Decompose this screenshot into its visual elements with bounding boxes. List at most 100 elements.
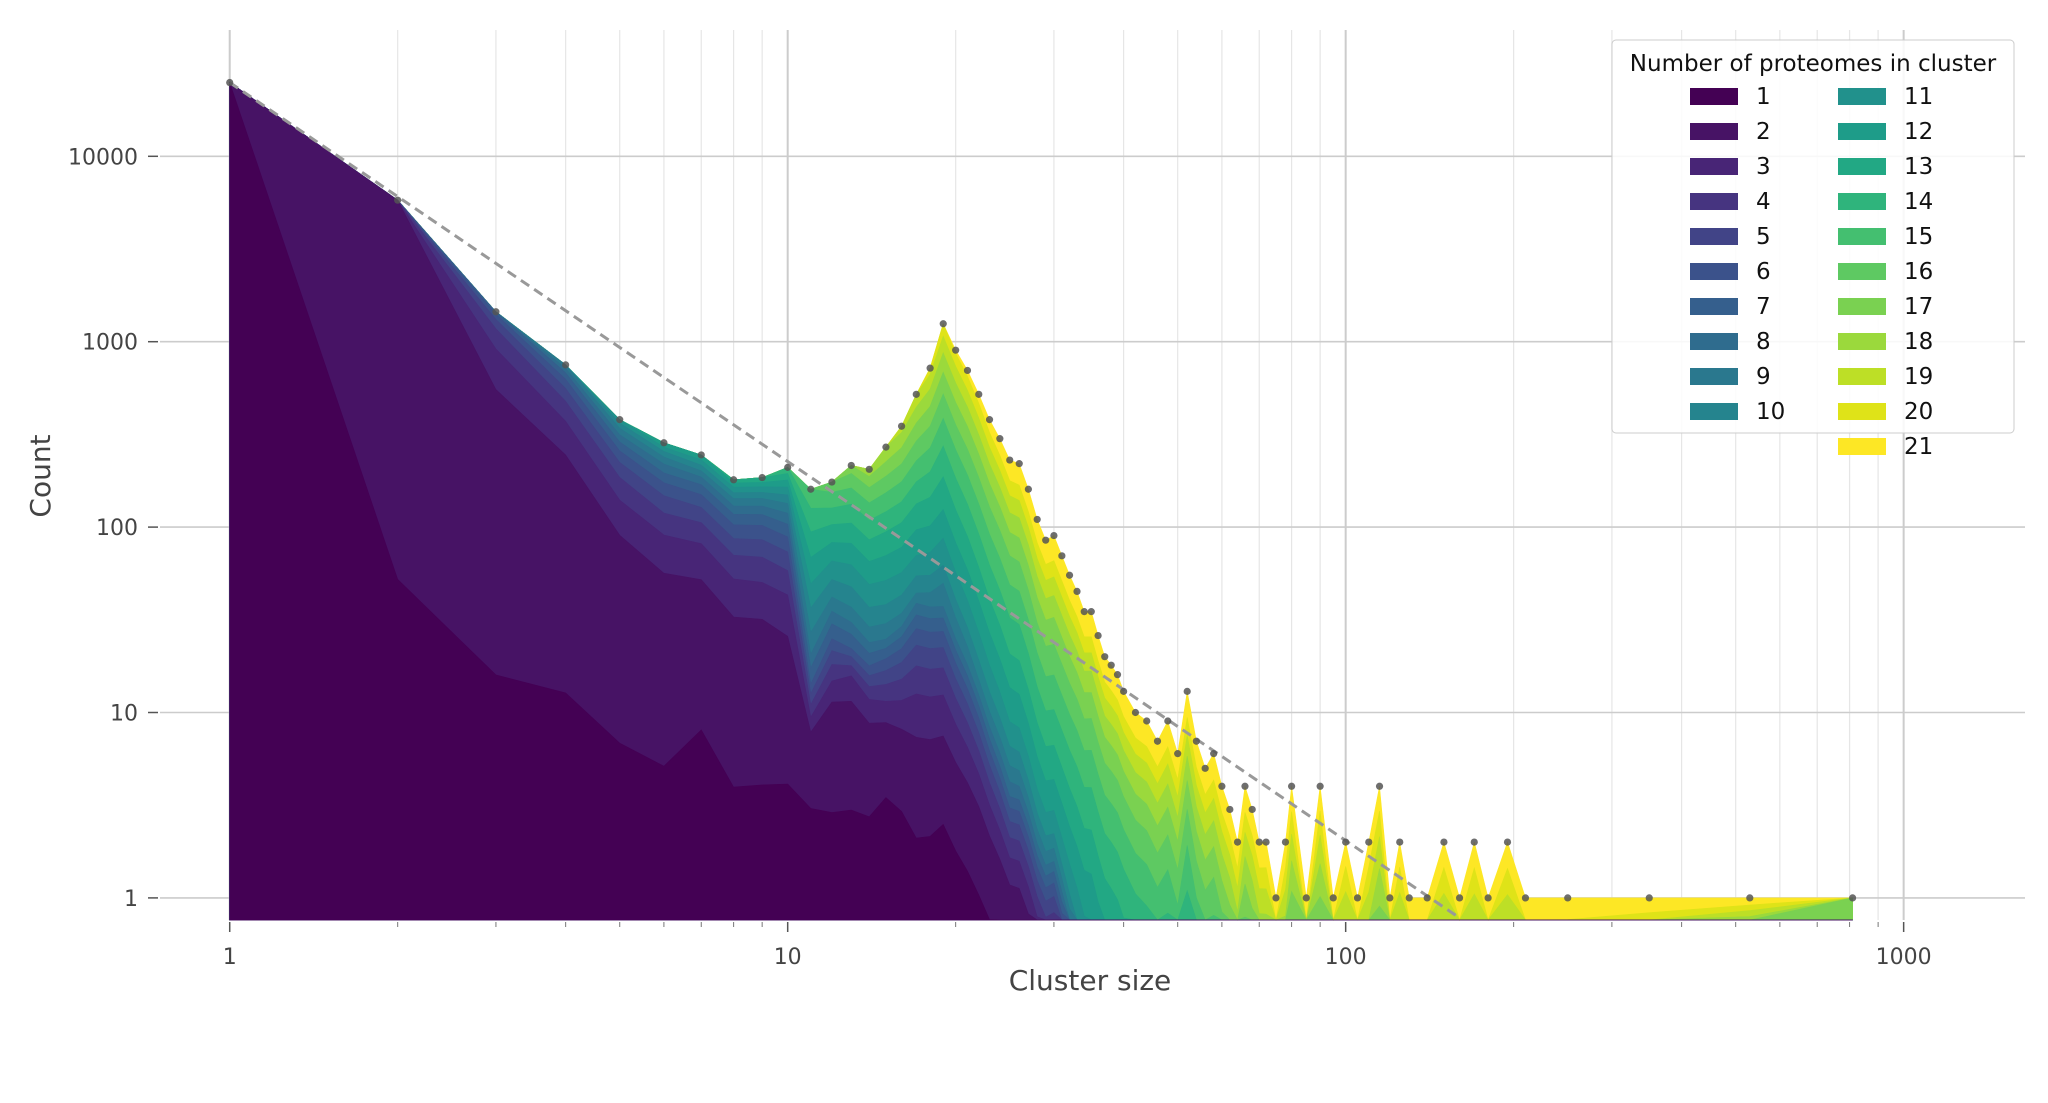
legend-swatch — [1838, 298, 1886, 315]
legend-swatch — [1838, 158, 1886, 175]
data-point — [1101, 653, 1109, 661]
data-point — [1120, 687, 1128, 695]
y-tick-label: 100 — [96, 516, 138, 541]
data-point — [996, 435, 1004, 443]
legend-label: 15 — [1904, 224, 1933, 250]
data-point — [1302, 894, 1310, 902]
legend-label: 7 — [1756, 294, 1771, 320]
data-point — [1342, 838, 1350, 846]
data-point — [1455, 894, 1464, 902]
legend-swatch — [1838, 403, 1886, 420]
area-series-1 — [229, 82, 1853, 921]
data-point — [1484, 894, 1492, 902]
data-point — [1287, 782, 1296, 790]
legend-swatch — [1838, 88, 1886, 105]
data-point — [1058, 552, 1066, 560]
data-point — [1107, 661, 1115, 669]
data-point — [1183, 687, 1191, 695]
axes: 1 10 100 1000 1 10 100 1000 10000 — [68, 145, 1932, 970]
data-point — [1329, 894, 1337, 902]
legend-label: 16 — [1904, 259, 1933, 285]
data-point — [807, 485, 815, 493]
x-tick-label: 1 — [223, 945, 237, 970]
data-point — [1164, 717, 1172, 725]
fit-line — [228, 81, 1461, 920]
data-point — [1365, 838, 1373, 846]
legend-label: 1 — [1756, 84, 1771, 110]
y-axis-title: Count — [24, 434, 57, 517]
data-point — [975, 390, 983, 398]
data-point — [1113, 671, 1122, 679]
legend-label: 20 — [1904, 399, 1933, 425]
y-tick-label: 1 — [124, 887, 138, 912]
x-tick-label: 10 — [774, 945, 802, 970]
legend-swatch — [1690, 88, 1738, 105]
data-point — [1143, 717, 1151, 725]
data-point — [1405, 894, 1413, 902]
data-point — [1131, 708, 1140, 717]
data-point — [1521, 894, 1530, 902]
legend-swatch — [1690, 403, 1738, 420]
data-point — [1065, 571, 1074, 579]
legend: Number of proteomes in cluster 123456789… — [1611, 39, 2015, 460]
data-point — [226, 78, 234, 87]
data-point — [1015, 460, 1023, 468]
data-point — [660, 439, 668, 447]
legend-swatch — [1690, 193, 1738, 210]
data-point — [1386, 894, 1394, 902]
data-point — [1353, 894, 1362, 902]
data-point — [1073, 587, 1081, 595]
data-point — [926, 364, 934, 372]
legend-swatch — [1838, 368, 1886, 385]
data-point — [1255, 838, 1263, 846]
data-point — [1174, 750, 1182, 758]
data-point — [730, 476, 738, 484]
data-point — [1470, 838, 1478, 846]
data-point — [897, 422, 906, 430]
data-point — [1281, 838, 1290, 846]
data-point — [758, 473, 766, 482]
legend-label: 10 — [1756, 399, 1785, 425]
data-point — [697, 451, 705, 459]
data-point — [1033, 515, 1041, 524]
legend-swatch — [1690, 158, 1738, 175]
data-point — [882, 443, 890, 451]
data-point — [1396, 838, 1404, 846]
data-point — [1375, 782, 1384, 790]
data-point — [1201, 764, 1209, 772]
stacked-areas — [229, 81, 1853, 922]
data-point — [985, 416, 994, 424]
legend-label: 9 — [1756, 364, 1771, 390]
data-point — [1192, 737, 1200, 745]
data-point — [1080, 608, 1088, 616]
data-point — [865, 465, 873, 473]
legend-label: 3 — [1756, 154, 1771, 180]
data-point — [1316, 782, 1324, 790]
legend-box — [1611, 39, 2015, 434]
legend-label: 19 — [1904, 364, 1933, 390]
data-point — [952, 346, 960, 354]
legend-swatch — [1690, 368, 1738, 385]
data-point — [1233, 838, 1242, 846]
legend-swatch — [1690, 298, 1738, 315]
data-point — [1226, 805, 1234, 814]
data-point — [1248, 805, 1256, 814]
data-point — [492, 308, 500, 316]
legend-label: 6 — [1756, 259, 1771, 285]
data-point — [784, 463, 792, 471]
data-point — [1423, 894, 1431, 902]
data-point — [939, 320, 947, 328]
data-point — [1050, 531, 1058, 540]
x-tick-label: 100 — [1325, 945, 1367, 970]
legend-label: 11 — [1904, 84, 1933, 110]
legend-label: 17 — [1904, 294, 1933, 320]
data-point — [1153, 737, 1162, 745]
legend-label: 14 — [1904, 189, 1933, 215]
legend-label: 21 — [1904, 434, 1933, 460]
total-count-points — [226, 78, 1857, 902]
data-point — [1087, 608, 1095, 616]
data-point — [1645, 894, 1653, 902]
data-point — [912, 390, 920, 398]
